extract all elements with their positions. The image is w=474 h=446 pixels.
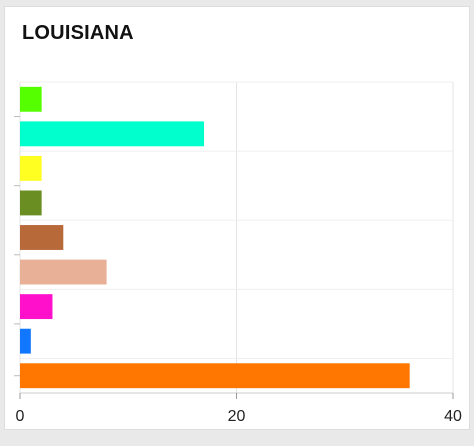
bar-8[interactable] (20, 363, 410, 389)
bar-1[interactable] (20, 121, 205, 147)
bar-2[interactable] (20, 155, 42, 181)
x-tick-label-0: 0 (16, 408, 25, 425)
bar-0[interactable] (20, 86, 42, 112)
chart-title: LOUISIANA (22, 22, 134, 44)
bar-4[interactable] (20, 225, 64, 250)
bars (20, 86, 410, 389)
x-tick-label-1: 20 (228, 408, 246, 425)
x-tick-label-2: 40 (444, 408, 462, 425)
axes: 0 20 40 (14, 116, 462, 425)
bar-6[interactable] (20, 294, 53, 320)
bar-3[interactable] (20, 190, 42, 216)
bar-7[interactable] (20, 328, 31, 354)
bar-5[interactable] (20, 259, 107, 285)
